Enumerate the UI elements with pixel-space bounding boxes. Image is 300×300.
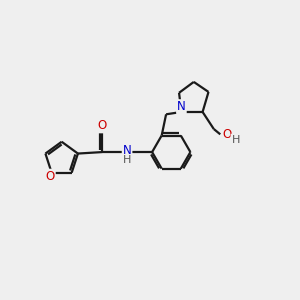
Text: O: O (222, 128, 231, 141)
Text: N: N (177, 100, 186, 113)
Text: O: O (98, 119, 107, 132)
Text: O: O (46, 170, 55, 183)
Text: N: N (123, 144, 131, 157)
Text: H: H (231, 135, 240, 145)
Text: H: H (123, 155, 131, 165)
